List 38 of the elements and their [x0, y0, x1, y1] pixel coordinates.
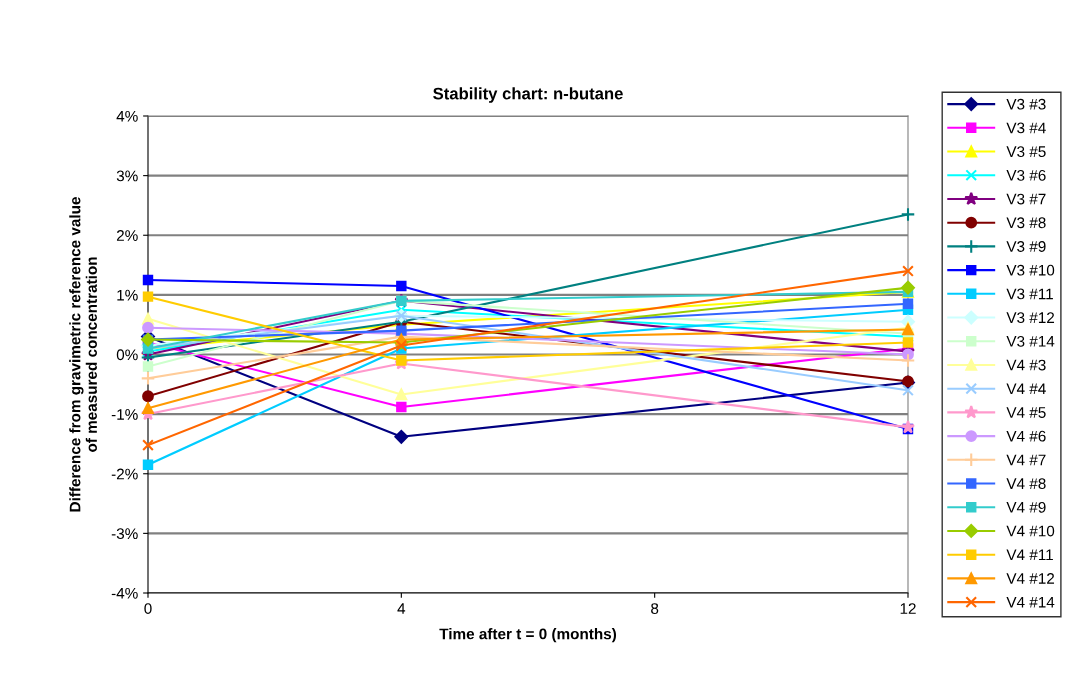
- x-axis-title: Time after t = 0 (months): [439, 628, 617, 643]
- legend-label: V3 #5: [1006, 146, 1046, 158]
- x-tick-label: 8: [651, 603, 659, 614]
- y-tick-label: 2%: [116, 230, 138, 241]
- x-tick-label: 0: [144, 603, 152, 614]
- legend-label: V4 #9: [1006, 501, 1046, 513]
- legend-label: V4 #11: [1006, 549, 1053, 561]
- legend-label: V4 #6: [1006, 430, 1046, 442]
- chart-title: Stability chart: n-butane: [433, 87, 623, 103]
- x-tick-label: 4: [397, 603, 406, 614]
- legend-label: V3 #14: [1006, 335, 1055, 347]
- legend-label: V4 #5: [1006, 407, 1046, 418]
- legend-label: V3 #9: [1006, 241, 1046, 252]
- legend-label: V4 #7: [1006, 454, 1046, 466]
- legend-label: V4 #14: [1006, 596, 1055, 608]
- legend-label: V3 #12: [1006, 312, 1055, 324]
- y-tick-label: 3%: [116, 170, 138, 182]
- legend-label: V3 #6: [1006, 169, 1046, 181]
- legend-label: V3 #10: [1006, 264, 1055, 276]
- y-tick-label: -4%: [111, 587, 138, 599]
- legend-label: V4 #8: [1006, 478, 1046, 490]
- y-tick-label: 4%: [116, 110, 138, 122]
- y-tick-label: 1%: [117, 289, 138, 301]
- legend-label: V3 #7: [1006, 193, 1046, 205]
- legend-label: V4 #4: [1006, 383, 1046, 395]
- y-tick-label: -2%: [111, 468, 138, 480]
- legend-label: V3 #4: [1006, 122, 1046, 134]
- x-tick-label: 12: [900, 603, 916, 614]
- y-tick-label: -3%: [111, 528, 138, 540]
- legend-label: V3 #8: [1006, 217, 1046, 229]
- legend-label: V4 #10: [1006, 525, 1055, 537]
- y-tick-label: 0%: [116, 349, 138, 361]
- legend-label: V4 #3: [1006, 359, 1046, 371]
- y-tick-label: -1%: [111, 409, 138, 420]
- legend-label: V3 #3: [1006, 98, 1046, 110]
- y-axis-title: Difference from gravimetric reference value of measured concentration: [69, 197, 97, 512]
- legend-label: V4 #12: [1006, 573, 1055, 584]
- legend-label: V3 #11: [1006, 288, 1053, 300]
